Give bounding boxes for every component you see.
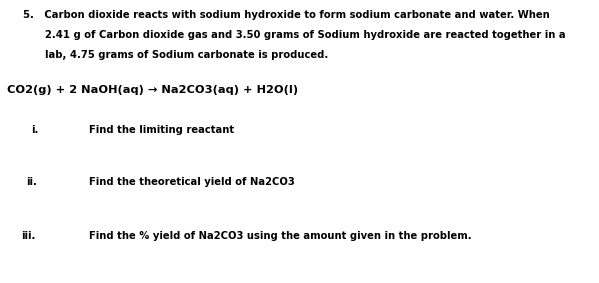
Text: lab, 4.75 grams of Sodium carbonate is produced.: lab, 4.75 grams of Sodium carbonate is p… xyxy=(45,50,328,59)
Text: i.: i. xyxy=(31,125,38,134)
Text: iii.: iii. xyxy=(21,231,35,241)
Text: 5.   Carbon dioxide reacts with sodium hydroxide to form sodium carbonate and wa: 5. Carbon dioxide reacts with sodium hyd… xyxy=(23,10,549,20)
Text: 2.41 g of Carbon dioxide gas and 3.50 grams of Sodium hydroxide are reacted toge: 2.41 g of Carbon dioxide gas and 3.50 gr… xyxy=(45,30,565,40)
Text: Find the limiting reactant: Find the limiting reactant xyxy=(89,125,234,134)
Text: Find the theoretical yield of Na2CO3: Find the theoretical yield of Na2CO3 xyxy=(89,177,294,187)
Text: ii.: ii. xyxy=(26,177,37,187)
Text: CO2(g) + 2 NaOH(aq) → Na2CO3(aq) + H2O(l): CO2(g) + 2 NaOH(aq) → Na2CO3(aq) + H2O(l… xyxy=(7,85,298,95)
Text: Find the % yield of Na2CO3 using the amount given in the problem.: Find the % yield of Na2CO3 using the amo… xyxy=(89,231,471,241)
